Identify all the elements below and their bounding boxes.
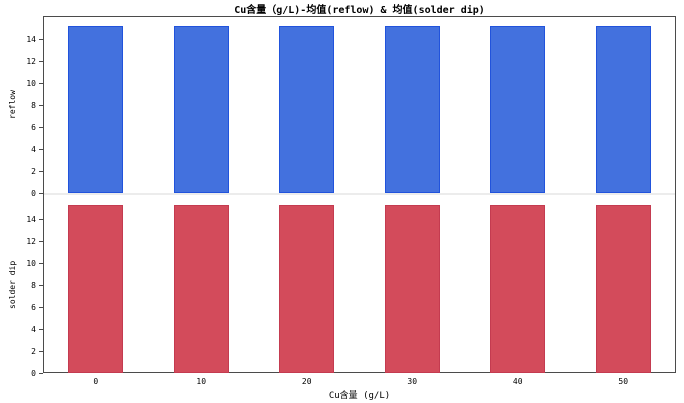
bar-reflow-10 [173, 25, 229, 193]
y-tick-label: 8 [31, 281, 36, 290]
y-tick-mark [39, 263, 43, 264]
bar-reflow-50 [595, 25, 651, 193]
x-tick-label: 30 [407, 377, 418, 386]
y-tick-label: 6 [31, 303, 36, 312]
y-tick-label: 6 [31, 123, 36, 132]
x-tick-label: 0 [93, 377, 99, 386]
y-tick-mark [39, 373, 43, 374]
y-tick-mark [39, 171, 43, 172]
y-tick-label: 10 [26, 259, 36, 268]
y-tick-label: 2 [31, 167, 36, 176]
bar-reflow-30 [384, 25, 440, 193]
y-tick-mark [39, 307, 43, 308]
y-tick-mark [39, 329, 43, 330]
y-tick-mark [39, 61, 43, 62]
x-tick-label: 10 [196, 377, 207, 386]
bar-solder-dip-30 [384, 204, 440, 373]
y-tick-label: 14 [26, 215, 36, 224]
y-tick-label: 0 [31, 369, 36, 378]
y-tick-label: 12 [26, 237, 36, 246]
bar-solder-dip-40 [490, 204, 546, 373]
y-tick-label: 14 [26, 35, 36, 44]
y-tick-label: 8 [31, 101, 36, 110]
y-tick-mark [39, 39, 43, 40]
y-tick-label: 12 [26, 57, 36, 66]
y-tick-label: 4 [31, 145, 36, 154]
bar-reflow-20 [279, 25, 335, 193]
bar-reflow-40 [490, 25, 546, 193]
x-tick-label: 40 [512, 377, 523, 386]
y-tick-mark [39, 127, 43, 128]
x-tick-label: 20 [301, 377, 312, 386]
y-tick-label: 0 [31, 189, 36, 198]
bar-reflow-0 [68, 25, 124, 193]
y-tick-mark [39, 149, 43, 150]
x-tick-label: 50 [618, 377, 629, 386]
bar-solder-dip-0 [68, 204, 124, 373]
y-tick-mark [39, 105, 43, 106]
y-tick-mark [39, 241, 43, 242]
y-tick-label: 4 [31, 325, 36, 334]
x-axis-label: Cu含量 (g/L) [328, 391, 391, 401]
y-tick-mark [39, 193, 43, 194]
y-tick-mark [39, 285, 43, 286]
bar-solder-dip-50 [595, 204, 651, 373]
bar-solder-dip-20 [279, 204, 335, 373]
y-tick-mark [39, 351, 43, 352]
y-tick-label: 2 [31, 347, 36, 356]
y-tick-mark [39, 219, 43, 220]
panel-divider [44, 193, 675, 195]
bar-solder-dip-10 [173, 204, 229, 373]
y-tick-label: 10 [26, 79, 36, 88]
chart-title: Cu含量（g/L)-均值(reflow) & 均值(solder dip) [234, 5, 485, 16]
y-tick-mark [39, 83, 43, 84]
plot-area [43, 16, 676, 373]
